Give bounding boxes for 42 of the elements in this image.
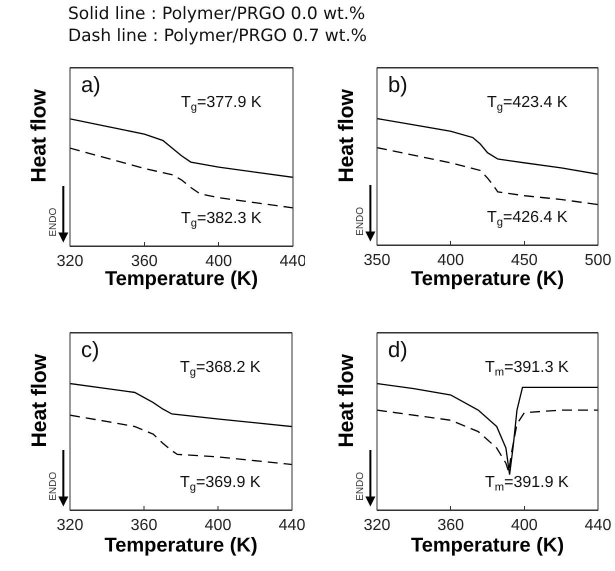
x-tick-label: 360: [437, 517, 464, 534]
text: T$_{m}$=391.3 K: [485, 359, 569, 378]
x-axis-title: Temperature (K): [104, 534, 258, 557]
annotation: T$_{g}$=369.9 K: [180, 474, 261, 494]
text: ENDO: [355, 472, 366, 501]
x-tick-label: 450: [510, 252, 538, 270]
text: T$_{g}$=377.9 K: [181, 94, 262, 114]
text: c): [81, 337, 100, 362]
text: a): [81, 72, 101, 97]
x-tick-label: 320: [56, 253, 84, 270]
annotation: T$_{m}$=391.9 K: [485, 474, 569, 494]
x-axis-title: Temperature (K): [105, 268, 258, 290]
text: b): [388, 72, 408, 97]
y-axis-title: Heat flow: [335, 354, 358, 448]
x-tick-label: 440: [280, 253, 306, 270]
x-tick-label: 400: [510, 517, 538, 534]
text: ENDO: [48, 208, 59, 237]
x-tick-label: 440: [278, 517, 306, 534]
x-tick-label: 440: [584, 517, 612, 534]
x-tick-label: 400: [437, 252, 464, 270]
y-axis-title: Heat flow: [27, 88, 50, 183]
text: ENDO: [355, 206, 366, 236]
text: T$_{g}$=423.4 K: [487, 94, 568, 114]
y-axis-title: Heat flow: [28, 353, 51, 448]
x-axis-title: Temperature (K): [411, 534, 564, 557]
chart-subtitle: Dash line : Polymer/PRGO 0.7 wt.%: [68, 26, 367, 46]
x-axis-title: Temperature (K): [411, 268, 564, 290]
x-tick-label: 320: [56, 517, 84, 534]
x-tick-label: 500: [584, 252, 612, 270]
text: ENDO: [48, 472, 59, 501]
y-axis-title: Heat flow: [335, 88, 358, 183]
annotation: T$_{g}$=382.3 K: [181, 210, 262, 230]
annotation: T$_{g}$=426.4 K: [487, 209, 568, 228]
x-tick-label: 350: [364, 252, 390, 270]
x-tick-label: 360: [130, 253, 158, 270]
x-tick-label: 360: [130, 517, 158, 534]
text: d): [388, 337, 408, 362]
x-tick-label: 400: [205, 253, 232, 270]
chart-title: Solid line : Polymer/PRGO 0.0 wt.%: [68, 4, 366, 24]
x-tick-label: 400: [204, 517, 232, 534]
text: T$_{g}$=368.2 K: [180, 359, 261, 378]
x-tick-label: 320: [364, 517, 390, 534]
